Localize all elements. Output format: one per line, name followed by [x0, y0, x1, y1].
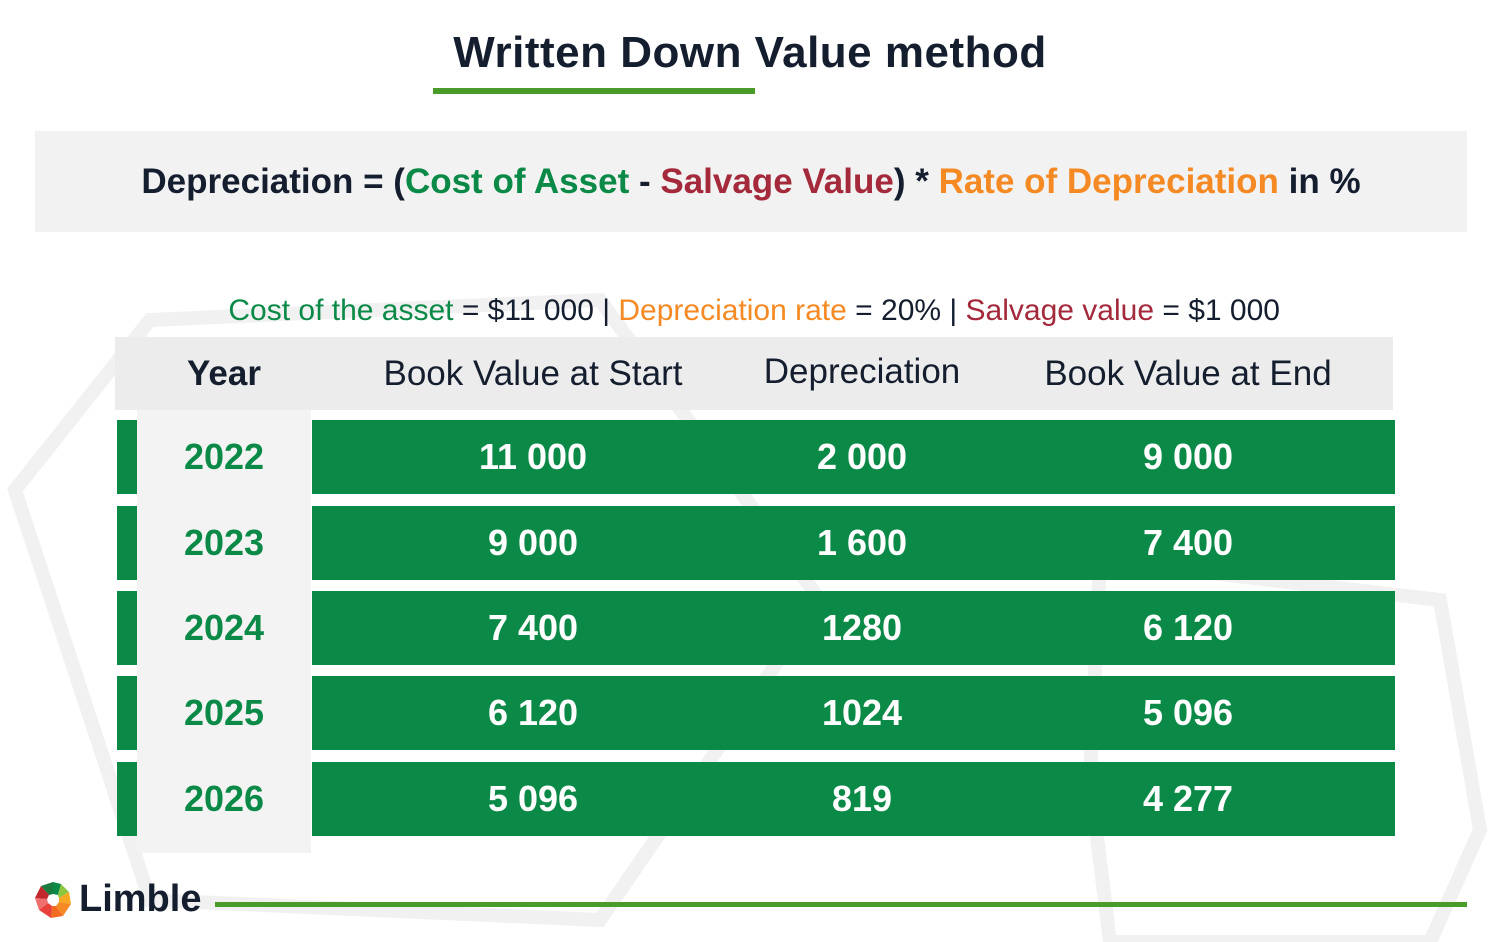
rate-value: = 20%	[846, 294, 950, 327]
salvage-label: Salvage value	[957, 294, 1155, 327]
row-value-band	[312, 420, 1395, 494]
cell-year: 2023	[183, 522, 265, 563]
row-accent-bar	[117, 591, 137, 665]
row-value-band	[312, 506, 1395, 580]
salvage-value: = $1 000	[1154, 294, 1280, 327]
formula-rate: Rate of Depreciation	[938, 161, 1279, 201]
cost-value: = $11 000	[453, 294, 603, 327]
table-header	[115, 337, 1393, 410]
cell-book-end: 5 096	[1142, 692, 1234, 733]
separator: |	[602, 294, 611, 327]
row-accent-bar	[117, 762, 137, 836]
cell-book-end: 4 277	[1142, 778, 1234, 819]
rate-label: Depreciation rate	[610, 294, 847, 327]
row-accent-bar	[117, 676, 137, 750]
cell-book-end: 9 000	[1142, 436, 1234, 477]
formula-minus: -	[629, 161, 661, 201]
row-value-band	[312, 591, 1395, 665]
formula-box: Depreciation = ( Cost of Asset - Salvage…	[35, 131, 1467, 232]
cell-depreciation: 1280	[821, 607, 903, 648]
cost-label: Cost of the asset	[228, 294, 454, 327]
cell-depreciation: 1024	[821, 692, 903, 733]
cell-book-start: 11 000	[478, 436, 588, 477]
title-underline	[433, 88, 755, 94]
cell-year: 2025	[183, 692, 265, 733]
table-row: 2023 9 000 1 600 7 400	[0, 506, 1500, 580]
cell-book-start: 6 120	[487, 692, 579, 733]
row-value-band	[312, 762, 1395, 836]
cell-book-end: 7 400	[1142, 522, 1234, 563]
row-accent-bar	[117, 420, 137, 494]
table-row: 2025 6 120 1024 5 096	[0, 676, 1500, 750]
row-accent-bar	[117, 506, 137, 580]
formula-cost: Cost of Asset	[404, 161, 630, 201]
table-row: 2024 7 400 1280 6 120	[0, 591, 1500, 665]
brand-name: Limble	[79, 878, 202, 920]
header-year: Year	[187, 353, 261, 393]
cell-year: 2022	[183, 436, 265, 477]
header-book-end: Book Value at End	[1044, 353, 1332, 393]
cell-depreciation: 1 600	[816, 522, 908, 563]
parameters-line: Cost of the asset = $11 000 | Depreciati…	[0, 260, 1500, 328]
cell-depreciation: 2 000	[816, 436, 908, 477]
cell-depreciation: 819	[831, 778, 893, 819]
header-depreciation: Depreciation	[763, 351, 961, 391]
table-row: 2026 5 096 819 4 277	[0, 762, 1500, 836]
row-value-band	[312, 676, 1395, 750]
formula-mid: ) *	[893, 161, 939, 201]
limble-gear-icon	[35, 881, 71, 918]
cell-book-start: 7 400	[487, 607, 579, 648]
cell-year: 2026	[183, 778, 265, 819]
cell-year: 2024	[183, 607, 265, 648]
formula-salvage: Salvage Value	[660, 161, 894, 201]
table-row: 2022 11 000 2 000 9 000	[0, 420, 1500, 494]
cell-book-start: 9 000	[487, 522, 579, 563]
cell-book-end: 6 120	[1142, 607, 1234, 648]
page-title: Written Down Value method	[453, 28, 1047, 77]
header-book-start: Book Value at Start	[383, 353, 683, 393]
footer-line	[215, 902, 1467, 907]
limble-logo: Limble	[33, 878, 201, 921]
year-column-bg	[137, 337, 311, 853]
cell-book-start: 5 096	[487, 778, 579, 819]
separator: |	[949, 294, 958, 327]
formula-lhs: Depreciation = (	[141, 161, 405, 201]
formula-tail: in %	[1278, 161, 1361, 201]
